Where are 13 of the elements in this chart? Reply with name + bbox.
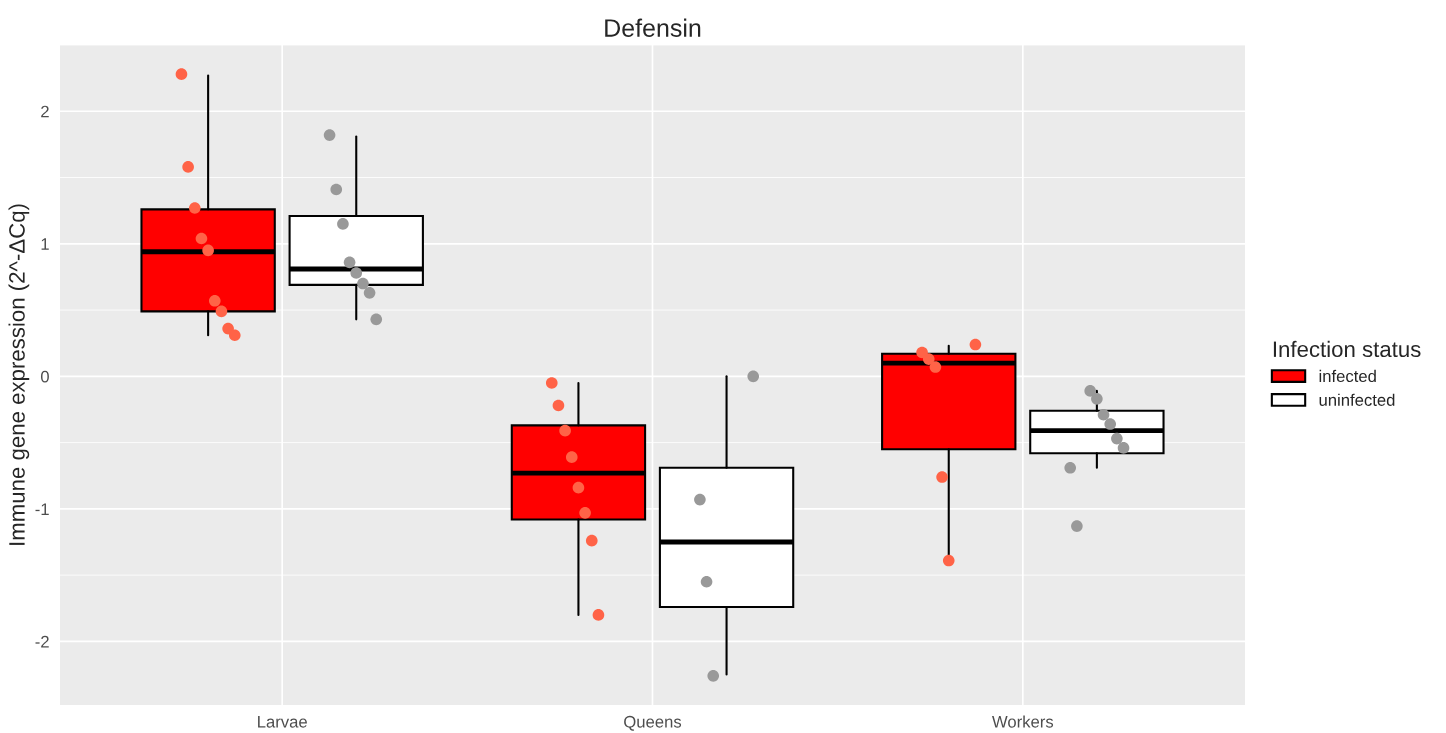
y-tick-label: -2 xyxy=(35,635,49,648)
chart-title: Defensin xyxy=(605,18,701,37)
x-tick-label: Larvae xyxy=(258,716,307,728)
y-axis-title: Immune gene expression (2^-ΔCq) xyxy=(8,204,30,545)
y-tick-label: 0 xyxy=(40,370,49,383)
legend-label: uninfected xyxy=(1319,393,1395,406)
y-tick-label: 1 xyxy=(41,238,49,250)
x-tick-label: Queens xyxy=(624,715,682,731)
legend-title: Infection status xyxy=(1273,340,1421,358)
legend-label: infected xyxy=(1319,369,1376,383)
y-tick-label: 2 xyxy=(41,105,49,118)
x-tick-label: Workers xyxy=(992,715,1054,728)
y-tick-label: -1 xyxy=(35,503,49,515)
